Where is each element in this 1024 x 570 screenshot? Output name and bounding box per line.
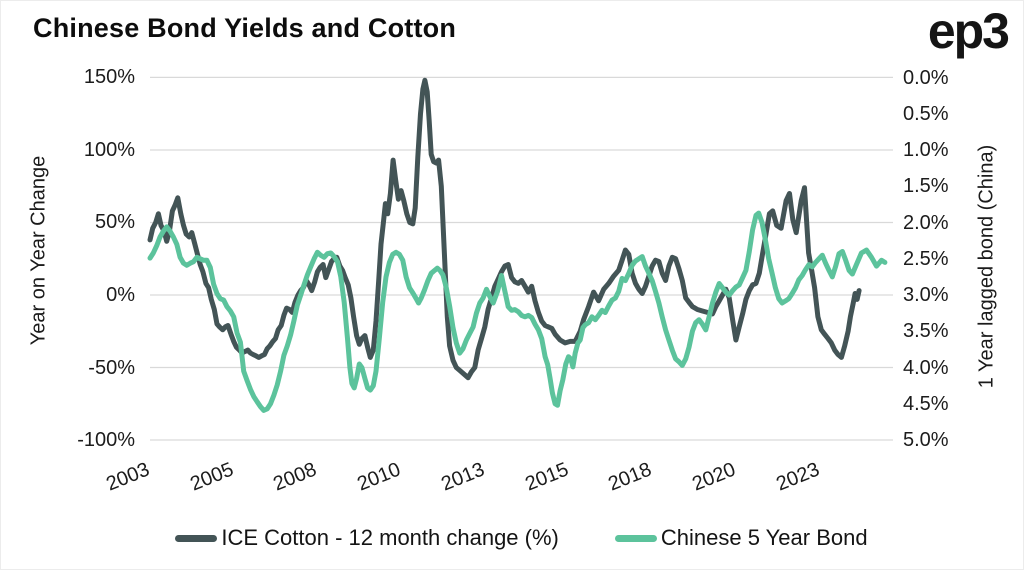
bond-line-series (147, 210, 888, 413)
bond-line-swatch (614, 534, 657, 542)
left-axis-tick-label: -50% (88, 356, 135, 379)
left-axis-tick-label: 100% (83, 138, 135, 161)
cotton-line-series (147, 77, 862, 381)
legend-item-bond: Chinese 5 Year Bond (614, 525, 868, 551)
legend-item-cotton: ICE Cotton - 12 month change (%) (175, 525, 559, 551)
right-axis-tick-label: 3.5% (903, 320, 949, 343)
legend-label-bond: Chinese 5 Year Bond (660, 525, 868, 550)
right-axis-tick-label: 0.5% (903, 102, 949, 125)
legend-label-cotton: ICE Cotton - 12 month change (%) (221, 525, 559, 550)
left-axis-tick-label: 0% (106, 284, 135, 306)
right-axis-tick-label: 1.5% (903, 175, 949, 198)
right-axis-tick-label: 0.0% (903, 66, 949, 89)
ep3-logo: ep3 (927, 3, 1010, 59)
right-axis-tick-label: 2.5% (903, 247, 949, 270)
right-axis-tick-label: 2.0% (903, 211, 949, 234)
left-axis-tick-label: -100% (77, 429, 135, 452)
left-axis-tick-label: 50% (94, 211, 135, 234)
right-axis-tick-label: 3.0% (903, 284, 949, 307)
right-axis-tick-label: 5.0% (903, 429, 949, 452)
left-axis-tick-label: 150% (83, 66, 135, 89)
legend: ICE Cotton - 12 month change (%) Chinese… (150, 521, 893, 555)
right-axis-tick-label: 4.5% (903, 392, 949, 415)
page-title: Chinese Bond Yields and Cotton (33, 13, 457, 43)
right-axis-tick-label: 1.0% (903, 139, 949, 162)
cotton-line-swatch (175, 534, 218, 542)
right-axis-tick-label: 4.0% (903, 356, 949, 379)
